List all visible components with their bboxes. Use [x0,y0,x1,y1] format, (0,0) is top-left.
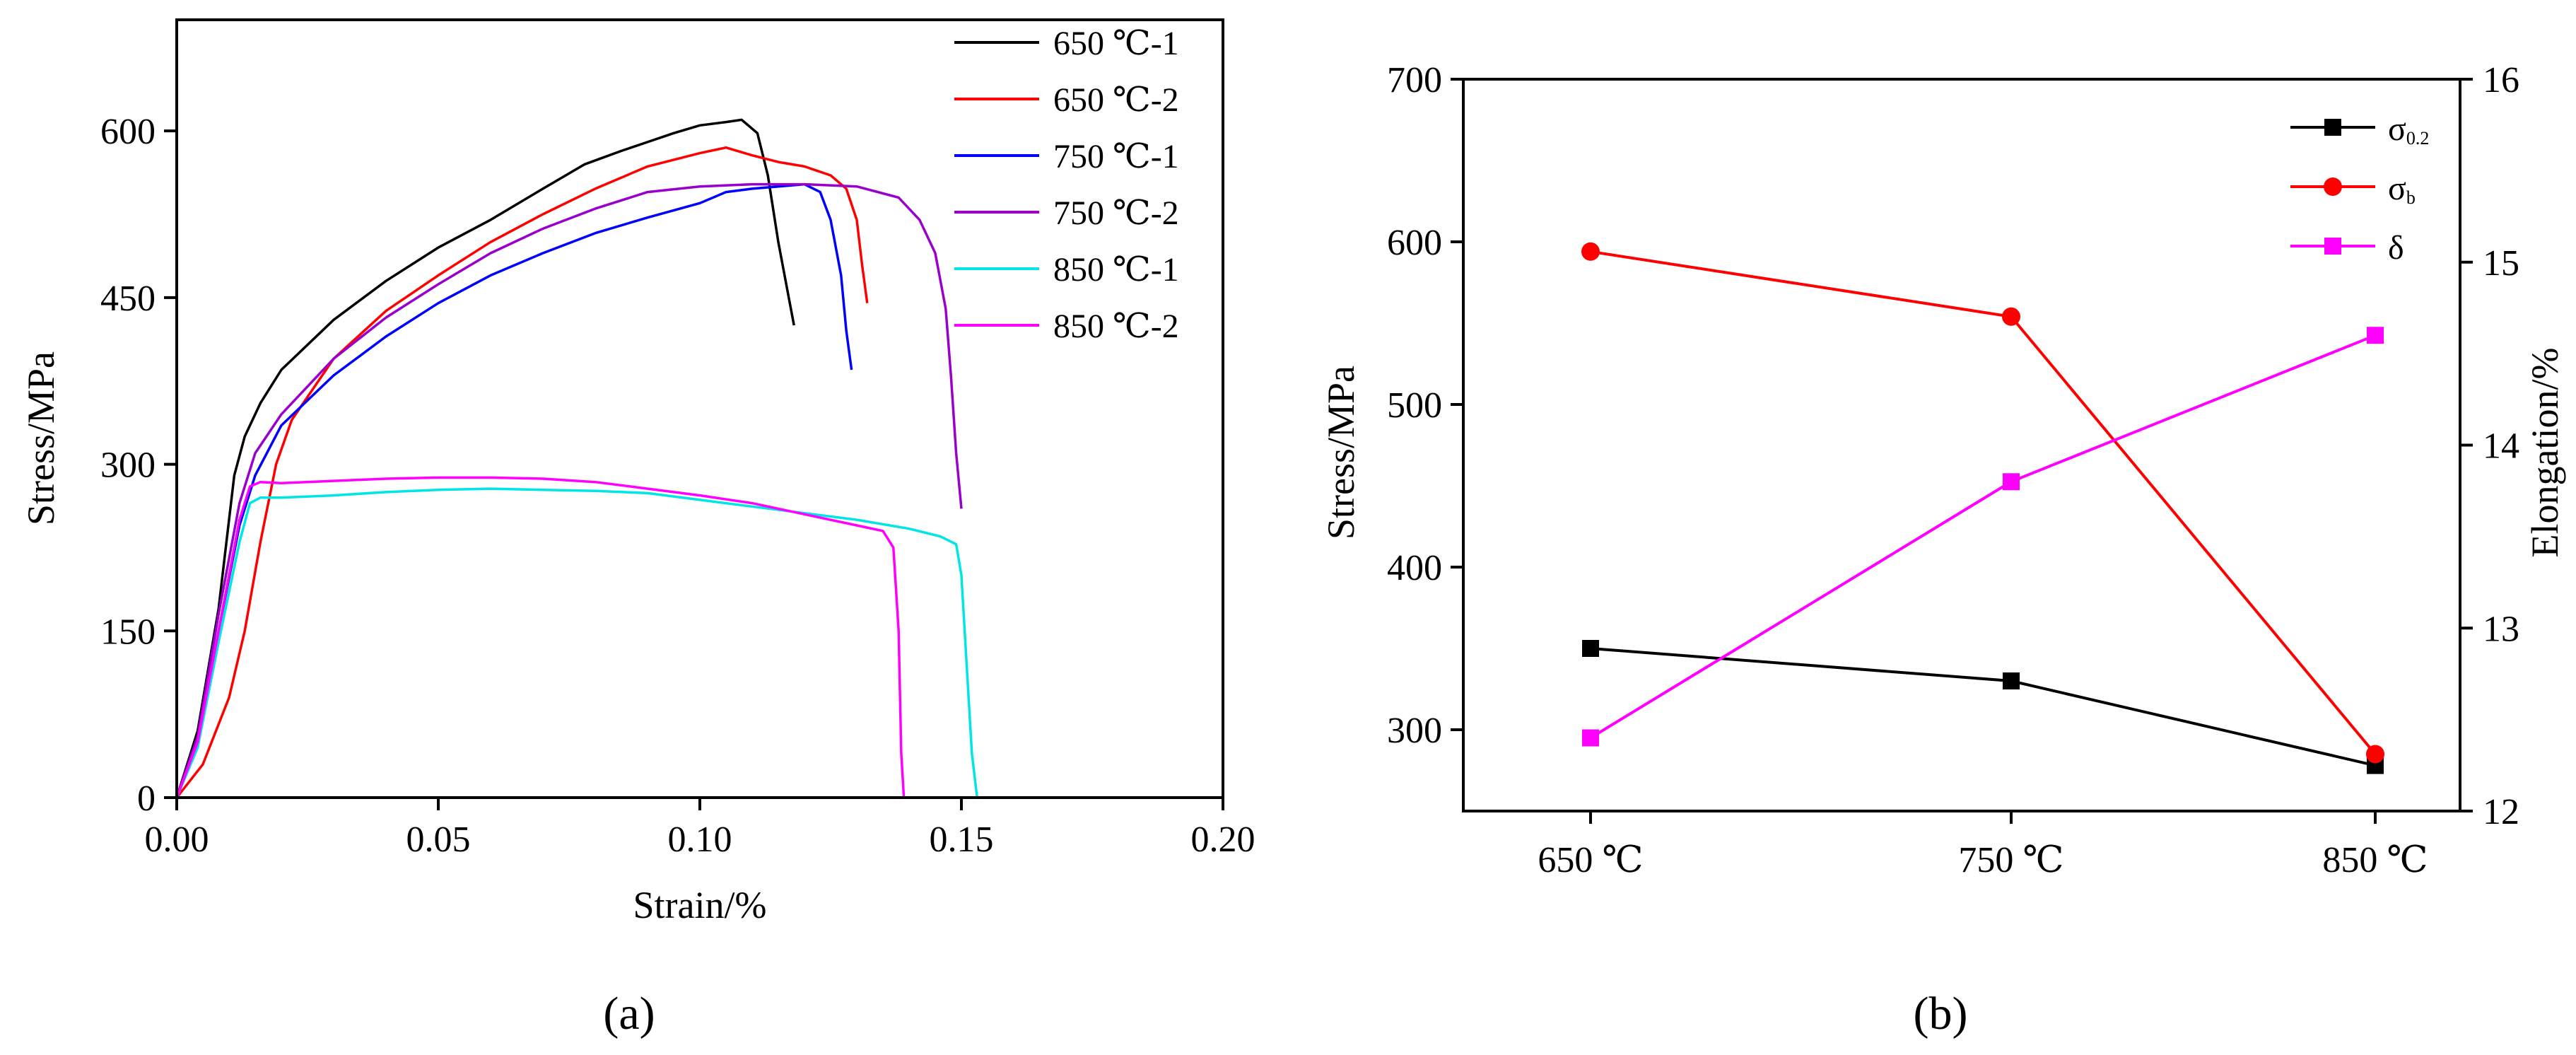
x-tick-label: 0.00 [145,820,209,860]
panel-a-legend: 650 ℃-1 650 ℃-2 750 ℃-1 750 ℃-2 850 ℃-1 850 ℃… [954,25,1179,345]
panel-a-stress-strain-chart: 0.00 0.05 0.10 0.15 0.20 0 150 300 450 600 Strai… [20,18,1255,1039]
legend-entry-750-1: 750 ℃-1 [954,138,1179,175]
series-line-850-1 [175,487,978,798]
panel-a-y-axis-label: Stress/MPa [20,351,62,525]
legend-label: δ [2388,229,2404,267]
data-point-0-2 [1582,640,1599,657]
panel-a-x-axis: 0.00 0.05 0.10 0.15 0.20 [145,798,1255,860]
left-y-tick-label: 500 [1387,385,1442,426]
panel-b-plot-frame [1462,78,2461,812]
panel-a-plot-frame [175,18,1224,799]
x-tick-label: 0.15 [930,820,994,860]
right-y-tick-label: 13 [2483,609,2519,649]
legend-entry-850-1: 850 ℃-1 [954,251,1179,288]
left-y-tick-label: 600 [1387,223,1442,263]
data-point-delta [2003,473,2020,491]
y-tick-label: 150 [100,612,156,652]
legend-marker [2324,238,2341,255]
legend-label: 850 ℃-2 [1053,308,1179,345]
panel-b-caption: (b) [1914,988,1968,1039]
legend-label: σb [2388,170,2416,208]
panel-b-right-y-axis: 12 13 14 15 16 [2460,60,2519,832]
panel-b-left-y-axis-label: Stress/MPa [1320,366,1362,540]
y-tick-label: 450 [100,279,156,319]
panel-a-series-group [175,118,978,799]
series-line-650-1 [175,118,795,798]
panel-b-right-y-axis-label: Elongation/% [2524,348,2566,558]
left-y-tick-label: 700 [1387,60,1442,100]
x-tick-label: 0.10 [668,820,732,860]
legend-label: 750 ℃-1 [1053,138,1179,175]
data-point-0-2 [2003,672,2020,689]
data-point-b [1581,242,1600,261]
panel-a-y-axis: 0 150 300 450 600 [100,112,177,819]
legend-label: 650 ℃-2 [1053,81,1179,119]
right-y-tick-label: 12 [2483,792,2519,832]
y-tick-label: 0 [137,779,156,819]
right-y-tick-label: 16 [2483,60,2519,100]
x-tick-label: 0.20 [1191,820,1255,860]
left-y-tick-label: 300 [1387,711,1442,751]
legend-entry-b: σb [2290,170,2416,208]
left-y-tick-label: 400 [1387,548,1442,588]
data-point-delta [1582,729,1599,747]
series-line-650-2 [175,146,869,799]
x-category-label: 750 ℃ [1958,840,2063,880]
x-category-label: 850 ℃ [2322,840,2428,880]
series-line-750-1 [175,182,853,798]
legend-entry-delta: δ [2290,229,2404,267]
legend-entry-850-2: 850 ℃-2 [954,308,1179,345]
right-y-tick-label: 14 [2483,426,2519,467]
panel-b-series-group [1581,242,2384,774]
panel-b-x-axis: 650 ℃ 750 ℃ 850 ℃ [1538,811,2428,880]
right-y-tick-label: 15 [2483,243,2519,284]
panel-a-x-axis-label: Strain/% [633,884,767,926]
legend-entry-750-2: 750 ℃-2 [954,194,1179,232]
x-category-label: 650 ℃ [1538,840,1643,880]
legend-label: 850 ℃-1 [1053,251,1179,288]
legend-marker [2324,177,2342,196]
legend-entry-650-1: 650 ℃-1 [954,25,1179,62]
legend-entry-0-2: σ0.2 [2290,110,2429,148]
legend-label: 750 ℃-2 [1053,194,1179,232]
data-point-b [2002,307,2020,326]
panel-b-left-y-axis: 300 400 500 600 700 [1387,60,1463,751]
x-tick-label: 0.05 [406,820,471,860]
data-point-delta [2367,327,2384,344]
data-point-b [2366,745,2384,764]
y-tick-label: 300 [100,445,156,486]
legend-entry-650-2: 650 ℃-2 [954,81,1179,119]
y-tick-label: 600 [100,112,156,152]
series-line-850-2 [175,476,906,798]
panel-b-legend: σ0.2 σb δ [2290,110,2429,267]
legend-label: σ0.2 [2388,110,2429,148]
legend-label: 650 ℃-1 [1053,25,1179,62]
panel-b-properties-chart: 650 ℃ 750 ℃ 850 ℃ 300 400 500 600 700 12 13 14 15… [1320,60,2566,1039]
legend-marker [2324,119,2341,136]
panel-a-caption: (a) [603,988,655,1039]
series-line-750-2 [175,182,963,798]
